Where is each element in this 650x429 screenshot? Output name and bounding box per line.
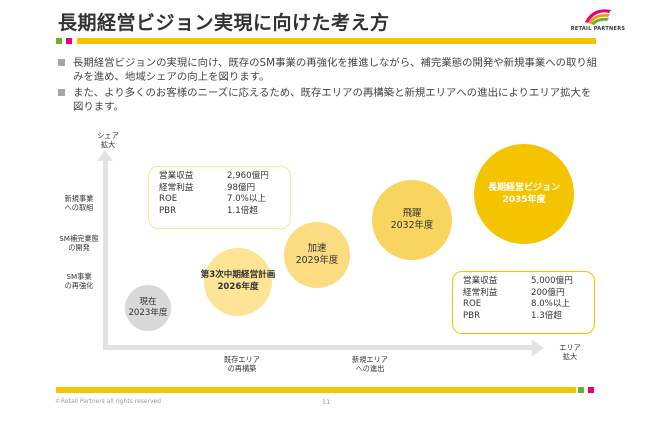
bullet-square-icon	[58, 59, 65, 66]
target-row: ROE 8.0%以上	[463, 299, 571, 309]
target-row: 経常利益 98億円	[159, 182, 256, 193]
target-row: PBR 1.3倍超	[463, 310, 562, 321]
stage-label-2026: 第3次中期経営計画 2026年度	[200, 270, 276, 292]
stage-circle-2032: 飛躍 2032年度	[372, 180, 452, 260]
header-rule	[77, 38, 596, 44]
y-axis-arrow-icon	[97, 150, 113, 161]
page-title: 長期経営ビジョン実現に向けた考え方	[58, 12, 390, 34]
page-number: 11	[322, 398, 331, 406]
targets-2035-box: 営業収益 5,000億円 経常利益 200億円 ROE 8.0%以上 PBR 1…	[452, 271, 595, 334]
target-row: 営業収益 5,000億円	[463, 276, 573, 286]
target-row: PBR 1.1倍超	[159, 205, 258, 216]
footer-square-magenta	[588, 387, 594, 393]
x-axis	[103, 345, 533, 350]
accent-square-green	[56, 38, 62, 44]
bullet-text: 長期経営ビジョンの実現に向け、既存のSM事業の再強化を推進しながら、補完業態の開…	[73, 57, 598, 83]
x-level-new-area: 新規エリア への進出	[352, 355, 388, 373]
bullet-list: 長期経営ビジョンの実現に向け、既存のSM事業の再強化を推進しながら、補完業態の開…	[55, 56, 600, 116]
stage-circle-2023: 現在 2023年度	[125, 285, 171, 331]
copyright-text: ©Retail Partners all rights reserved	[55, 398, 162, 405]
footer-rule	[56, 387, 576, 393]
bullet-item: 長期経営ビジョンの実現に向け、既存のSM事業の再強化を推進しながら、補完業態の開…	[55, 56, 600, 84]
bullet-text: また、より多くのお客様のニーズに応えるため、既存エリアの再構築と新規エリアへの進…	[73, 87, 592, 113]
x-level-existing-area: 既存エリア の再構築	[224, 355, 260, 373]
y-axis	[103, 160, 108, 350]
logo-mark-icon	[585, 9, 611, 25]
stage-circle-2026	[204, 248, 272, 316]
bullet-square-icon	[58, 89, 65, 96]
accent-square-magenta	[66, 38, 72, 44]
target-row: 営業収益 2,960億円	[159, 171, 269, 181]
logo-text: RETAIL PARTNERS	[570, 26, 626, 32]
targets-2026-box: 営業収益 2,960億円 経常利益 98億円 ROE 7.0%以上 PBR 1.…	[148, 166, 291, 229]
bullet-item: また、より多くのお客様のニーズに応えるため、既存エリアの再構築と新規エリアへの進…	[55, 86, 600, 114]
x-axis-label: エリア 拡大	[559, 343, 581, 361]
footer-square-green	[578, 387, 584, 393]
company-logo: RETAIL PARTNERS	[568, 6, 628, 36]
y-level-complementary-format: SM補完業態 の開発	[59, 234, 99, 252]
x-axis-arrow-icon	[532, 340, 544, 356]
y-level-sm-reinforcement: SM事業 の再強化	[64, 272, 94, 290]
target-row: ROE 7.0%以上	[159, 194, 267, 204]
target-row: 経常利益 200億円	[463, 287, 565, 298]
y-level-new-business: 新規事業 への取組	[64, 194, 94, 212]
stage-circle-2035: 長期経営ビジョン 2035年度	[474, 144, 574, 244]
y-axis-label: シェア 拡大	[97, 131, 119, 149]
stage-circle-2029: 加速 2029年度	[284, 222, 350, 288]
